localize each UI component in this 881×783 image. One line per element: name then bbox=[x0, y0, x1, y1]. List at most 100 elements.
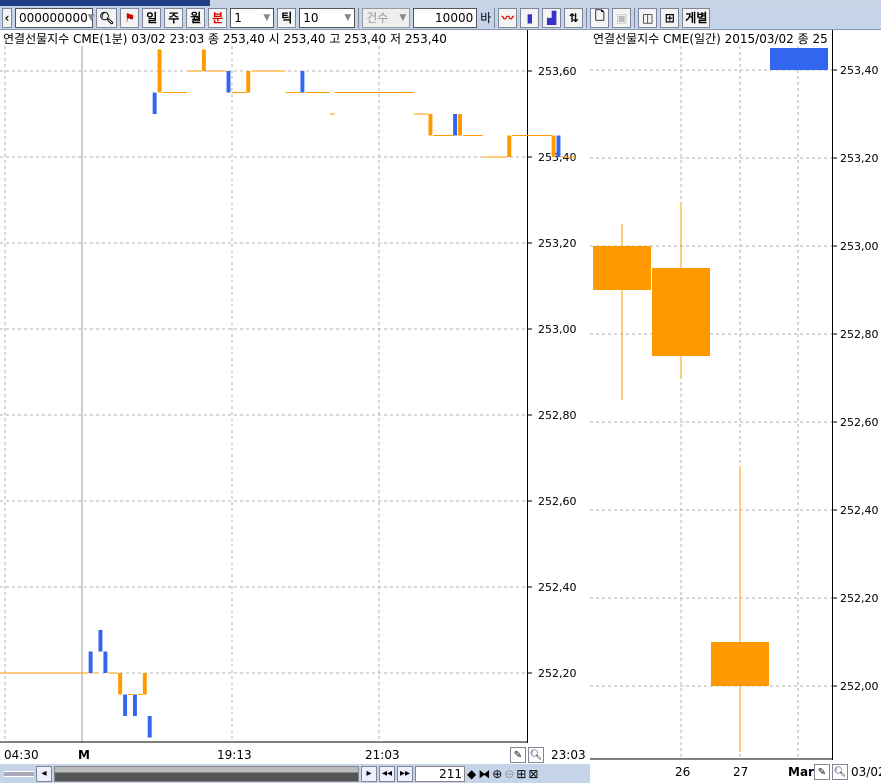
volume-chart-button[interactable]: ▟ bbox=[542, 7, 562, 28]
period-minute-button[interactable]: 분 bbox=[208, 7, 228, 28]
candle bbox=[507, 135, 512, 157]
y-label: 253,60 bbox=[538, 65, 577, 78]
bars-unit-label: 바 bbox=[480, 11, 492, 25]
scroll-bar: ◂ ▸ ◂◂ ▸▸ 211 ◆ ⧓ ⊕ ⊖ ⊞ ⊠ bbox=[0, 764, 590, 783]
line-chart-button[interactable]: 〰 bbox=[498, 7, 518, 28]
candle-body bbox=[711, 642, 769, 686]
sort-button[interactable]: ⇅ bbox=[564, 7, 584, 28]
zoom-in-icon[interactable]: ⊕ bbox=[492, 766, 503, 781]
grid-button[interactable]: ⊞ bbox=[660, 7, 680, 28]
y-label: 253,20 bbox=[538, 237, 577, 250]
y-label: 253,40 bbox=[538, 151, 577, 164]
y-label: 253,00 bbox=[538, 323, 577, 336]
candle-icon: ◫ bbox=[642, 10, 654, 25]
x-label: 04:30 bbox=[4, 748, 39, 762]
right-chart-header: 연결선물지수 CME(일간) 2015/03/02 종 25 bbox=[593, 32, 828, 46]
x-label: Mar bbox=[788, 765, 814, 779]
candle bbox=[103, 651, 108, 673]
candle-settings-button[interactable]: ◫ bbox=[638, 7, 658, 28]
chevron-down-icon: ▼ bbox=[399, 12, 407, 23]
search-flag-button[interactable]: ⚑ bbox=[120, 7, 140, 28]
minute-value: 1 bbox=[234, 10, 242, 25]
document-icon: 🗋 bbox=[594, 9, 605, 23]
x-label: 26 bbox=[675, 765, 691, 779]
y-label: 252,40 bbox=[538, 581, 577, 594]
y-label: 253,40 bbox=[840, 64, 879, 77]
toolbar-scroll-left[interactable]: ‹ bbox=[2, 7, 12, 28]
bar-chart-button[interactable]: ▮ bbox=[520, 7, 540, 28]
edit-button[interactable]: ✎ bbox=[814, 764, 830, 780]
divider bbox=[358, 7, 360, 28]
candle bbox=[147, 716, 152, 738]
tick-button[interactable]: 틱 bbox=[277, 7, 297, 28]
candle bbox=[556, 135, 561, 157]
candle bbox=[458, 114, 462, 136]
overview-scrollbar[interactable] bbox=[54, 765, 359, 782]
search-button[interactable]: 🔍︎ bbox=[96, 7, 118, 28]
tick-select[interactable]: 10 ▼ bbox=[299, 7, 356, 28]
toolbar: ‹ 000000000 ▼ 🔍︎ ⚑ 일 주 월 분 1 ▼ 틱 10 ▼ 건수 ▼ 1… bbox=[0, 6, 881, 30]
scroll-left-button[interactable]: ◂ bbox=[36, 765, 52, 782]
candle bbox=[157, 49, 162, 93]
y-label: 252,00 bbox=[840, 680, 879, 693]
scroll-right-button[interactable]: ▸ bbox=[361, 765, 377, 782]
line-chart-icon: 〰 bbox=[501, 11, 514, 25]
shrink-icon[interactable]: ⧓ bbox=[478, 766, 491, 781]
candle bbox=[428, 114, 433, 136]
zoom-button[interactable]: 🔍︎ bbox=[832, 764, 848, 780]
y-label: 252,60 bbox=[538, 495, 577, 508]
close-icon[interactable]: ⊠ bbox=[528, 766, 539, 781]
fast-back-button[interactable]: ◂◂ bbox=[379, 765, 395, 782]
candle bbox=[453, 114, 458, 136]
count-select[interactable]: 건수 ▼ bbox=[362, 7, 411, 28]
x-label: 21:03 bbox=[365, 748, 400, 762]
fast-forward-icon: ▸▸ bbox=[399, 768, 411, 779]
period-week-button[interactable]: 주 bbox=[164, 7, 184, 28]
expand-icon[interactable]: ◆ bbox=[467, 766, 477, 781]
individual-button[interactable]: 게별 bbox=[682, 7, 711, 28]
x-label: 23:03 bbox=[551, 748, 586, 762]
code-select[interactable]: 000000000 ▼ bbox=[15, 7, 95, 28]
y-label: 252,20 bbox=[538, 667, 577, 680]
window-tab[interactable] bbox=[0, 0, 210, 6]
y-label: 252,40 bbox=[840, 504, 879, 517]
code-value: 000000000 bbox=[19, 10, 88, 25]
bar-chart-icon: ▮ bbox=[526, 10, 534, 25]
y-label: 252,80 bbox=[840, 328, 879, 341]
candle bbox=[152, 92, 157, 114]
search-icon: 🔍︎ bbox=[99, 10, 115, 25]
y-label: 252,20 bbox=[840, 592, 879, 605]
chevron-down-icon: ▼ bbox=[344, 12, 352, 23]
bars-shown-input[interactable]: 211 bbox=[415, 765, 465, 782]
rewind-icon: ◂◂ bbox=[381, 768, 393, 779]
fast-forward-button[interactable]: ▸▸ bbox=[397, 765, 413, 782]
zoom-out-icon[interactable]: ⊖ bbox=[504, 766, 515, 781]
chevron-down-icon: ▼ bbox=[87, 12, 95, 23]
triangle-right-icon: ▸ bbox=[366, 768, 372, 779]
splitter-handle[interactable] bbox=[4, 770, 34, 777]
x-label: 19:13 bbox=[217, 748, 252, 762]
candle bbox=[551, 135, 556, 157]
tv-button[interactable]: ▣ bbox=[612, 7, 632, 28]
document-button[interactable]: 🗋 bbox=[590, 7, 610, 28]
count-value: 건수 bbox=[366, 11, 389, 25]
zoom-button[interactable]: 🔍︎ bbox=[528, 747, 544, 763]
candle bbox=[118, 673, 123, 695]
left-chart[interactable]: 253,60 253,40 253,20 253,00 252,80 252,60 252,… bbox=[0, 30, 590, 764]
y-label: 252,80 bbox=[538, 409, 577, 422]
left-chart-panel: 연결선물지수 CME(1분) 03/02 23:03 종 253,40 시 25… bbox=[0, 30, 528, 743]
candle bbox=[226, 71, 231, 93]
candle bbox=[88, 651, 93, 673]
fit-icon[interactable]: ⊞ bbox=[516, 766, 527, 781]
bars-input[interactable]: 10000 bbox=[413, 7, 478, 28]
candle bbox=[123, 694, 128, 716]
flag-search-icon: ⚑ bbox=[124, 10, 136, 25]
x-label: 27 bbox=[733, 765, 749, 779]
period-day-button[interactable]: 일 bbox=[142, 7, 162, 28]
right-chart[interactable]: 253,40 253,20 253,00 252,80 252,60 252,40 252,… bbox=[590, 30, 881, 783]
period-month-button[interactable]: 월 bbox=[186, 7, 206, 28]
window-titlebar bbox=[0, 0, 881, 6]
edit-button[interactable]: ✎ bbox=[510, 747, 526, 763]
minute-select[interactable]: 1 ▼ bbox=[230, 7, 275, 28]
up-down-arrow-icon: ⇅ bbox=[568, 10, 579, 25]
